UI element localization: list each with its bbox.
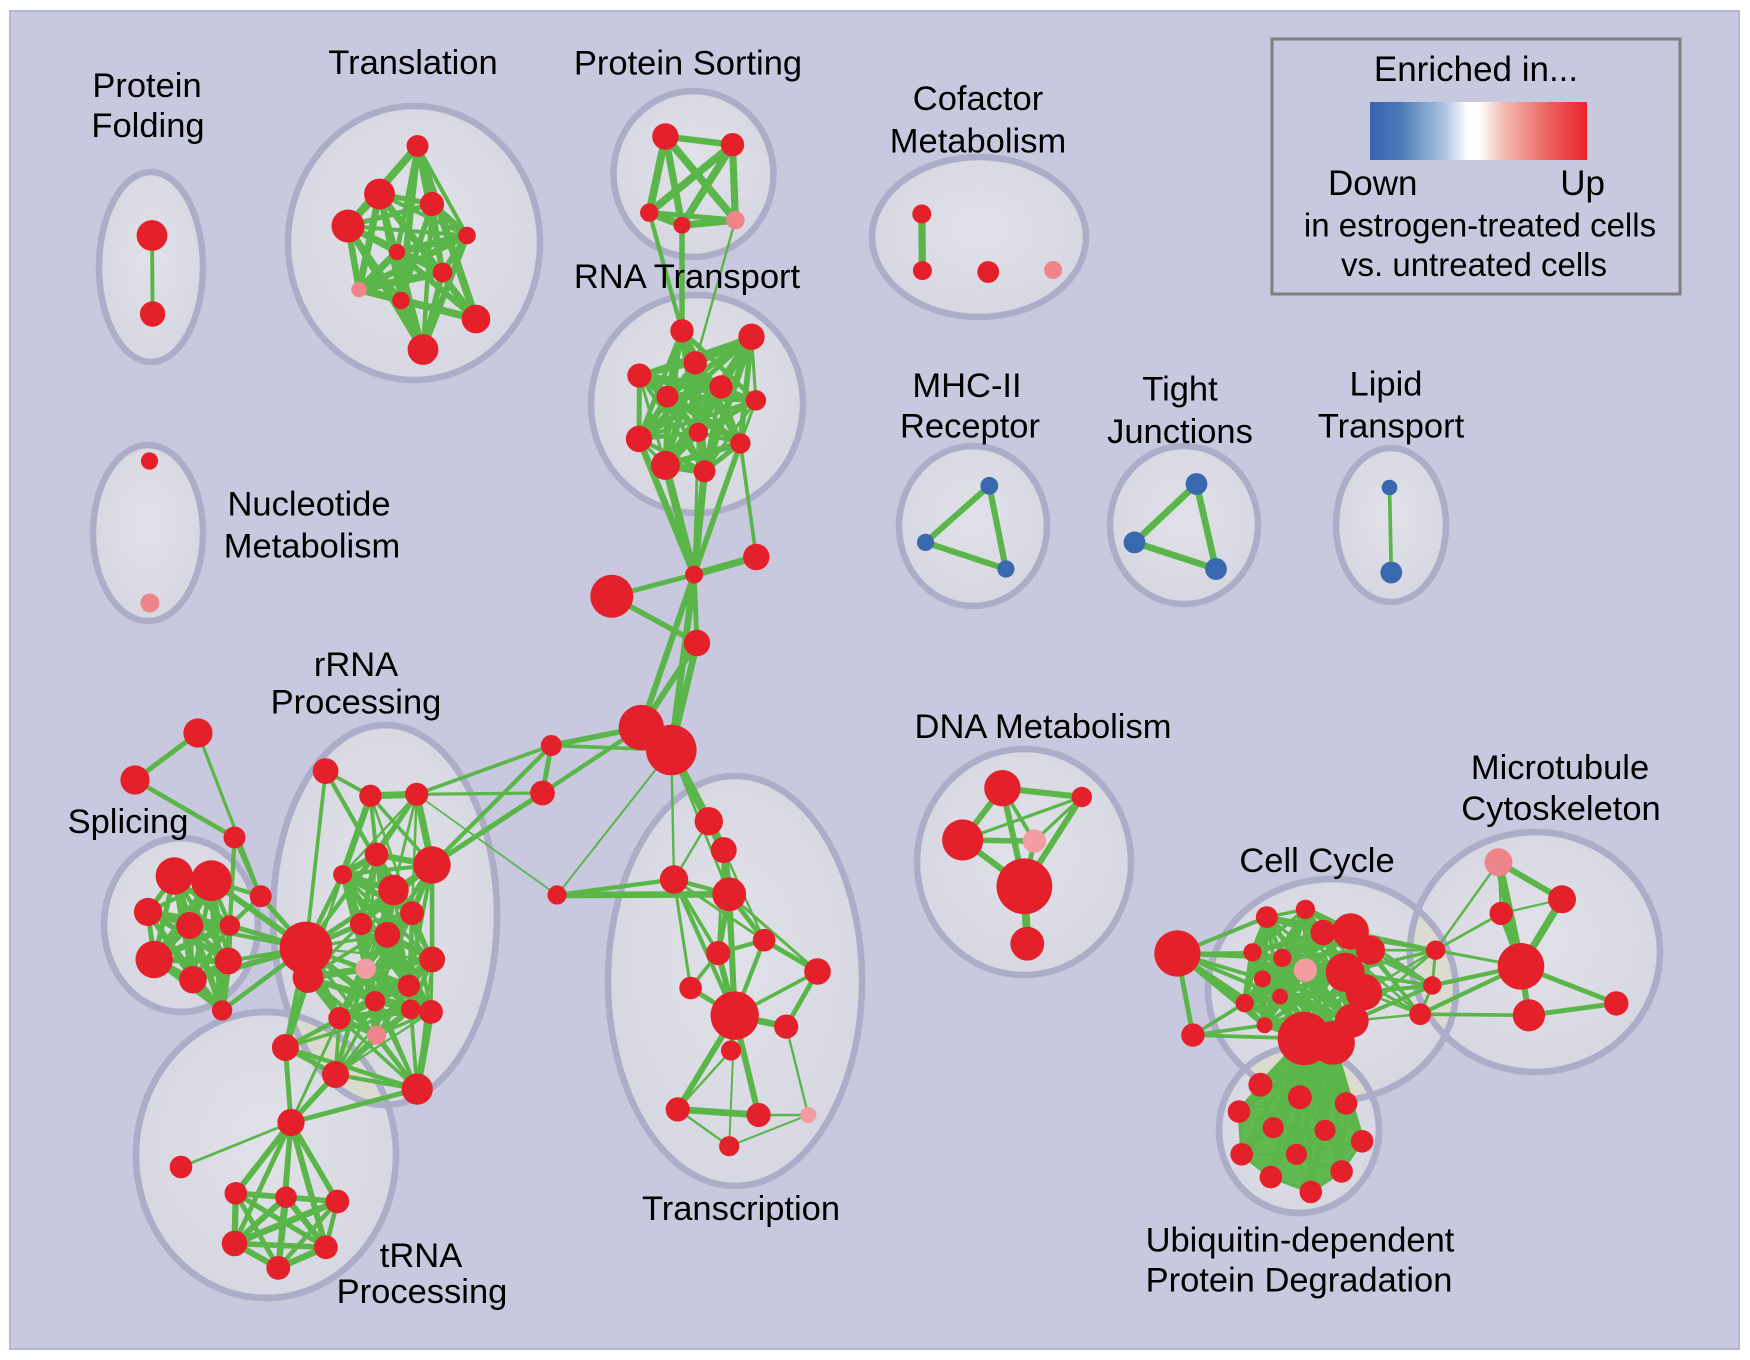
svg-text:Down: Down [1328,164,1417,203]
svg-text:Cofactor: Cofactor [913,80,1043,118]
svg-text:Tight: Tight [1142,371,1218,409]
svg-text:Ubiquitin-dependent: Ubiquitin-dependent [1146,1222,1455,1260]
svg-text:Microtubule: Microtubule [1471,749,1649,787]
svg-text:RNA Transport: RNA Transport [574,258,801,296]
svg-text:Metabolism: Metabolism [224,528,400,566]
svg-text:Enriched in...: Enriched in... [1374,50,1578,89]
svg-text:Junctions: Junctions [1107,413,1253,451]
svg-text:Translation: Translation [328,44,497,82]
svg-text:Up: Up [1560,164,1605,203]
svg-text:Processing: Processing [337,1273,508,1311]
svg-text:Protein Sorting: Protein Sorting [574,45,802,83]
svg-text:Transcription: Transcription [642,1190,840,1228]
svg-text:DNA Metabolism: DNA Metabolism [915,708,1172,746]
svg-text:Processing: Processing [271,684,442,722]
svg-text:tRNA: tRNA [380,1237,462,1275]
svg-text:Receptor: Receptor [900,408,1040,446]
svg-text:in estrogen-treated cells: in estrogen-treated cells [1304,207,1656,244]
svg-text:rRNA: rRNA [314,646,398,684]
svg-text:Transport: Transport [1318,408,1465,446]
svg-text:Cell Cycle: Cell Cycle [1239,842,1394,880]
svg-text:Nucleotide: Nucleotide [227,486,390,524]
svg-text:MHC-II: MHC-II [912,367,1021,405]
svg-text:vs. untreated cells: vs. untreated cells [1341,246,1607,283]
svg-text:Folding: Folding [91,107,204,145]
svg-text:Metabolism: Metabolism [890,123,1066,161]
svg-text:Protein: Protein [92,67,201,105]
svg-text:Protein Degradation: Protein Degradation [1146,1262,1453,1300]
svg-text:Cytoskeleton: Cytoskeleton [1461,790,1660,828]
svg-text:Splicing: Splicing [68,803,189,841]
svg-text:Lipid: Lipid [1350,366,1423,404]
